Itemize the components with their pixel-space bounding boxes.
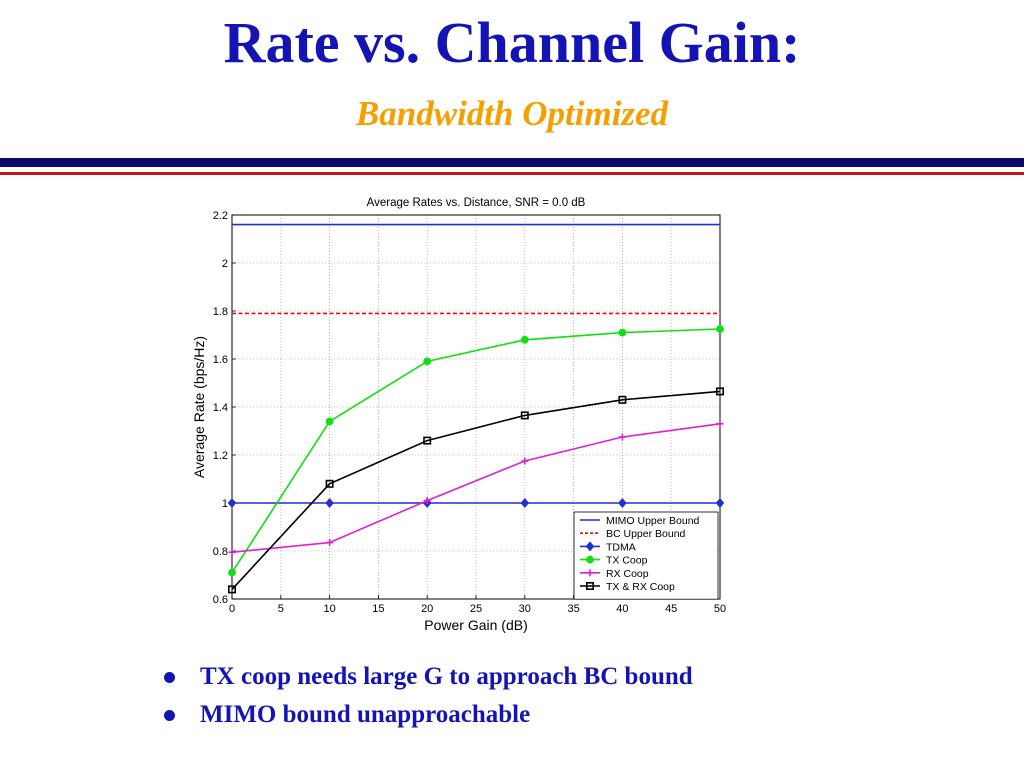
x-tick-label: 30: [519, 603, 531, 615]
data-point: [423, 357, 432, 366]
legend-marker: [586, 555, 594, 564]
x-tick-label: 40: [616, 603, 628, 615]
bullet-dot-icon: [164, 672, 175, 683]
data-point: [325, 417, 334, 426]
data-point: [715, 498, 725, 508]
series-line: [231, 328, 721, 574]
data-point: [423, 436, 432, 445]
series-tx-coop: [228, 325, 724, 577]
bullet-item: MIMO bound unapproachable: [160, 696, 693, 734]
x-axis-label: Power Gain (dB): [424, 617, 527, 633]
x-tick-label: 25: [470, 603, 482, 615]
data-point: [326, 539, 334, 547]
data-point: [325, 479, 334, 488]
line-chart: 0 5 10 15 20 25 30 35 40 45 50 0.6 0.8 1 1.2 1.4 1.6 1.8 2…: [191, 197, 726, 633]
series-tdma: [227, 498, 725, 508]
data-point: [520, 335, 529, 344]
legend-entry: TX Coop: [606, 555, 648, 567]
y-tick-label: 1.4: [213, 402, 228, 414]
series-tx-rx-coop: [227, 387, 724, 594]
divider-navy: [0, 158, 1024, 167]
y-axis-label: Average Rate (bps/Hz): [191, 336, 207, 478]
x-tick-label: 0: [229, 603, 235, 615]
bullet-text: MIMO bound unapproachable: [200, 701, 531, 728]
data-point: [228, 568, 236, 577]
slide-title: Rate vs. Channel Gain:: [223, 10, 801, 75]
legend-entry: TX & RX Coop: [606, 581, 675, 593]
bullet-list: TX coop needs large G to approach BC bou…: [160, 658, 693, 734]
legend-entry: TDMA: [606, 541, 636, 553]
data-point: [716, 325, 724, 333]
series-line: [231, 390, 721, 590]
data-point: [618, 433, 626, 441]
y-tick-label: 2.2: [213, 210, 228, 222]
bullet-item: TX coop needs large G to approach BC bou…: [160, 658, 693, 696]
data-point: [520, 411, 529, 420]
data-point: [325, 498, 334, 508]
data-point: [520, 498, 530, 508]
legend-marker: [585, 581, 594, 590]
series-rx-coop: [228, 420, 724, 556]
slide-subtitle: Bandwidth Optimized: [355, 94, 669, 133]
data-point: [618, 328, 627, 337]
y-tick-label: 1.6: [213, 354, 228, 366]
data-point: [716, 420, 724, 428]
divider-red: [0, 172, 1024, 175]
data-point: [228, 548, 236, 556]
x-tick-label: 10: [323, 603, 335, 615]
legend-entry: RX Coop: [606, 568, 649, 580]
legend-entry: MIMO Upper Bound: [606, 515, 700, 527]
x-tick-label: 15: [372, 603, 384, 615]
data-point: [227, 498, 237, 508]
legend-entry: BC Upper Bound: [606, 528, 686, 540]
bullet-text: TX coop needs large G to approach BC bou…: [200, 663, 693, 690]
data-point: [618, 395, 627, 404]
y-tick-label: 0.8: [213, 546, 228, 558]
y-tick-label: 1.2: [213, 450, 228, 462]
data-point: [521, 457, 529, 465]
data-point: [618, 498, 627, 508]
bullet-dot-icon: [164, 710, 175, 721]
x-tick-label: 35: [567, 603, 579, 615]
x-tick-label: 50: [714, 603, 726, 615]
y-tick-label: 2: [222, 258, 228, 270]
series-line: [231, 423, 721, 553]
legend-marker: [586, 569, 594, 577]
x-tick-label: 45: [665, 603, 677, 615]
x-tick-label: 5: [278, 603, 284, 615]
x-tick-label: 20: [421, 603, 433, 615]
legend-marker: [585, 541, 595, 552]
plot-frame: [231, 214, 721, 600]
chart-title: Average Rates vs. Distance, SNR = 0.0 dB: [367, 197, 586, 209]
y-tick-label: 1.8: [213, 306, 228, 318]
data-point: [715, 387, 724, 396]
legend-box: [573, 511, 719, 600]
data-point: [227, 585, 236, 594]
data-point: [423, 497, 431, 505]
y-tick-label: 0.6: [213, 594, 228, 606]
y-tick-label: 1: [222, 498, 228, 510]
